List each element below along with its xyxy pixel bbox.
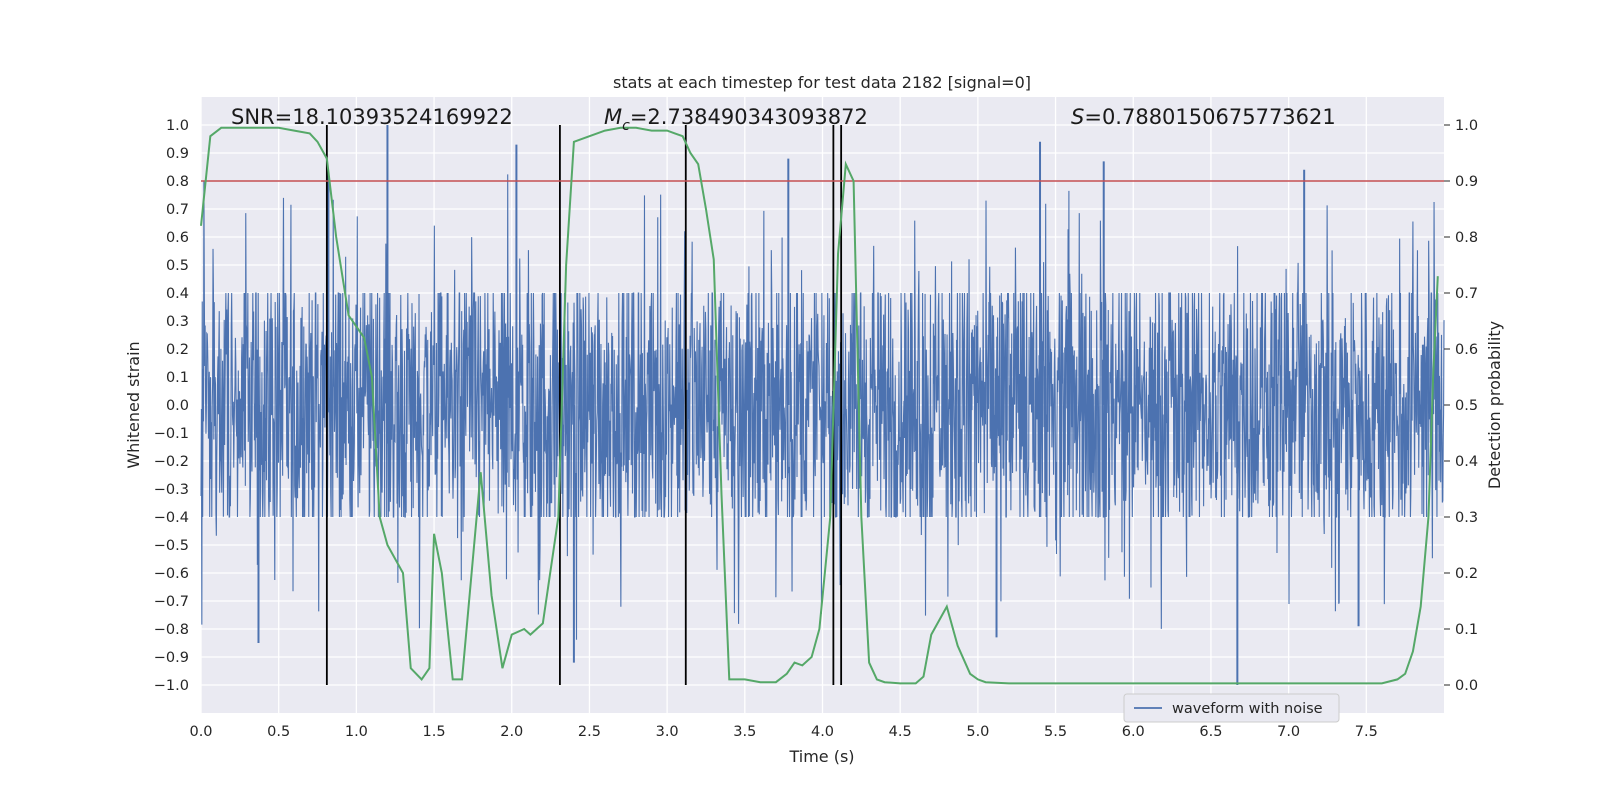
y2-tick-label: 0.9 [1455,174,1478,190]
y-tick-label: 0.5 [166,258,189,274]
legend-box [1123,693,1340,723]
y-tick-label: 0.3 [166,314,189,330]
mc-value: =2.738490343093872 [630,105,868,129]
probability-series [200,126,1439,685]
mc-symbol: M [604,105,622,129]
y-tick-label: −0.9 [154,650,189,666]
y-tick-labels: 1.0 0.9 0.8 0.7 0.6 0.5 0.4 0.3 0.2 0.1 0.0 −0.1 −0.… [154,118,189,694]
x-tick-label: 3.5 [733,724,756,740]
snr-annotation: SNR=18.10393524169922 [231,105,513,129]
y2-tick-label: 0.8 [1455,230,1478,246]
x-tick-label: 3.0 [656,724,679,740]
y2-tick-label: 0.1 [1455,622,1478,638]
x-tick-label: 2.5 [578,724,601,740]
y-tick-label: −0.3 [154,482,189,498]
x-tick-label: 0.5 [267,724,290,740]
y-tick-label: −0.8 [154,622,189,638]
y2-tick-label: 0.5 [1455,398,1478,414]
y-tick-label: 0.8 [166,174,189,190]
x-tick-label: 2.0 [500,724,523,740]
x-tick-label: 0.0 [189,724,212,740]
probability-line [200,126,1439,685]
y2-tick-labels: 1.0 0.9 0.8 0.7 0.6 0.5 0.4 0.3 0.2 0.1 0.0 [1444,118,1478,694]
y2-tick-label: 0.2 [1455,566,1478,582]
mc-subscript: c [622,118,630,134]
waveform-series [200,125,1445,685]
x-tick-label: 5.5 [1044,724,1067,740]
y-tick-label: 0.9 [166,146,189,162]
x-tick-label: 7.5 [1355,724,1378,740]
x-tick-label: 4.5 [889,724,912,740]
y-tick-label: −0.1 [154,426,189,442]
y-tick-label: 0.1 [166,370,189,386]
chart-title: stats at each timestep for test data 218… [613,73,1031,92]
x-tick-label: 1.0 [345,724,368,740]
x-tick-label: 6.5 [1199,724,1222,740]
y-tick-label: 1.0 [166,118,189,134]
x-tick-label: 6.0 [1122,724,1145,740]
y-tick-label: −0.2 [154,454,189,470]
y-tick-label: −0.6 [154,566,189,582]
y2-tick-label: 1.0 [1455,118,1478,134]
y-tick-label: 0.2 [166,342,189,358]
s-symbol: S [1071,105,1084,129]
y-tick-label: 0.7 [166,202,189,218]
mc-annotation: Mc=2.738490343093872 [604,105,868,134]
x-tick-label: 4.0 [811,724,834,740]
s-value: =0.7880150675773621 [1084,105,1335,129]
y-tick-label: 0.0 [166,398,189,414]
y2-tick-label: 0.7 [1455,286,1478,302]
y2-axis-label: Detection probability [1485,321,1504,489]
y-tick-label: −0.7 [154,594,189,610]
legend: waveform with noise [1123,693,1340,723]
x-tick-label: 1.5 [423,724,446,740]
y-tick-label: 0.6 [166,230,189,246]
y-tick-label: 0.4 [166,286,189,302]
x-tick-label: 5.0 [966,724,989,740]
y2-tick-label: 0.6 [1455,342,1478,358]
y2-tick-label: 0.4 [1455,454,1478,470]
y2-tick-label: 0.3 [1455,510,1478,526]
x-tick-labels: 0.0 0.5 1.0 1.5 2.0 2.5 3.0 3.5 4.0 4.5 5.0 5.5 6.0 6… [189,724,1377,740]
legend-label: waveform with noise [1172,701,1323,717]
y-axis-label: Whitened strain [124,341,143,468]
y-tick-label: −1.0 [154,678,189,694]
s-annotation: S=0.7880150675773621 [1071,105,1336,129]
x-axis-label: Time (s) [788,747,854,766]
y-tick-label: −0.5 [154,538,189,554]
x-tick-label: 7.0 [1277,724,1300,740]
y2-tick-label: 0.0 [1455,678,1478,694]
y-tick-label: −0.4 [154,510,189,526]
